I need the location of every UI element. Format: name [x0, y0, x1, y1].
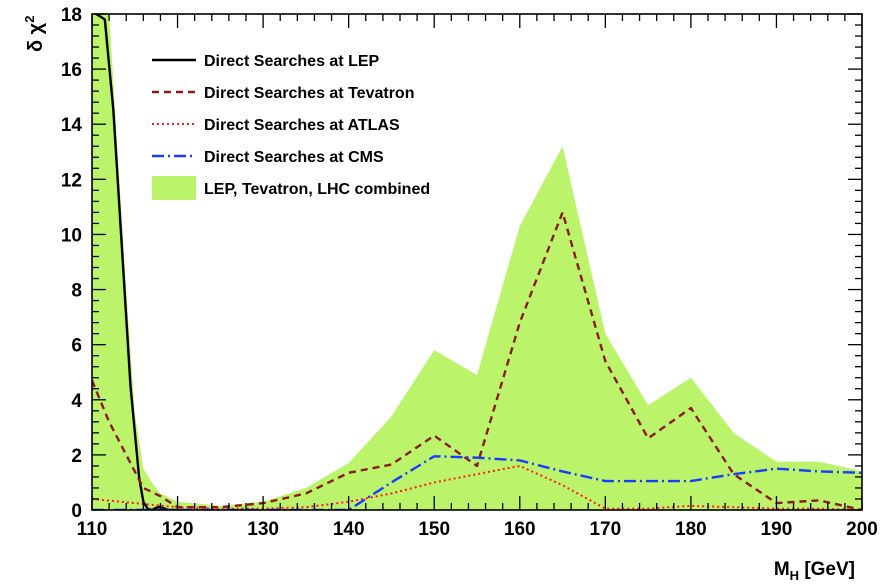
plot-frame — [91, 13, 863, 511]
y-tick-label: 14 — [61, 115, 83, 136]
legend-label-3: Direct Searches at ATLAS — [204, 117, 400, 134]
legend-label-1: Direct Searches at LEP — [204, 53, 380, 70]
x-tick-label: 180 — [675, 519, 707, 540]
y-tick-label: 0 — [71, 501, 82, 522]
x-tick-label: 170 — [589, 519, 621, 540]
y-tick-label: 8 — [71, 281, 82, 302]
y-tick-label: 16 — [61, 60, 82, 81]
x-axis-title: MH [GeV] — [774, 559, 855, 583]
series-line-2 — [92, 211, 862, 510]
y-tick-label: 6 — [71, 336, 82, 357]
y-tick-label: 10 — [61, 225, 82, 246]
series-line-4 — [92, 455, 862, 510]
y-axis-title: δ χ2 — [22, 16, 47, 52]
x-tick-label: 190 — [761, 519, 793, 540]
x-tick-label: 150 — [418, 519, 450, 540]
series-line-1 — [95, 14, 178, 510]
x-tick-label: 200 — [846, 519, 878, 540]
series-line-3 — [92, 464, 862, 510]
legend-swatch-band — [152, 176, 196, 200]
combined-band — [92, 14, 862, 510]
y-tick-label: 18 — [61, 5, 82, 26]
x-tick-label: 160 — [504, 519, 536, 540]
x-tick-label: 120 — [162, 519, 194, 540]
y-tick-label: 4 — [71, 391, 82, 412]
x-tick-label: 140 — [333, 519, 365, 540]
x-tick-label: 110 — [77, 519, 108, 540]
y-tick-label: 12 — [61, 170, 82, 191]
legend-label-2: Direct Searches at Tevatron — [204, 85, 414, 102]
legend-label-5: LEP, Tevatron, LHC combined — [204, 181, 430, 198]
x-tick-label: 130 — [247, 519, 279, 540]
legend: Direct Searches at LEP Direct Searches at… — [152, 53, 430, 200]
y-tick-label: 2 — [71, 446, 82, 467]
legend-label-4: Direct Searches at CMS — [204, 149, 384, 166]
